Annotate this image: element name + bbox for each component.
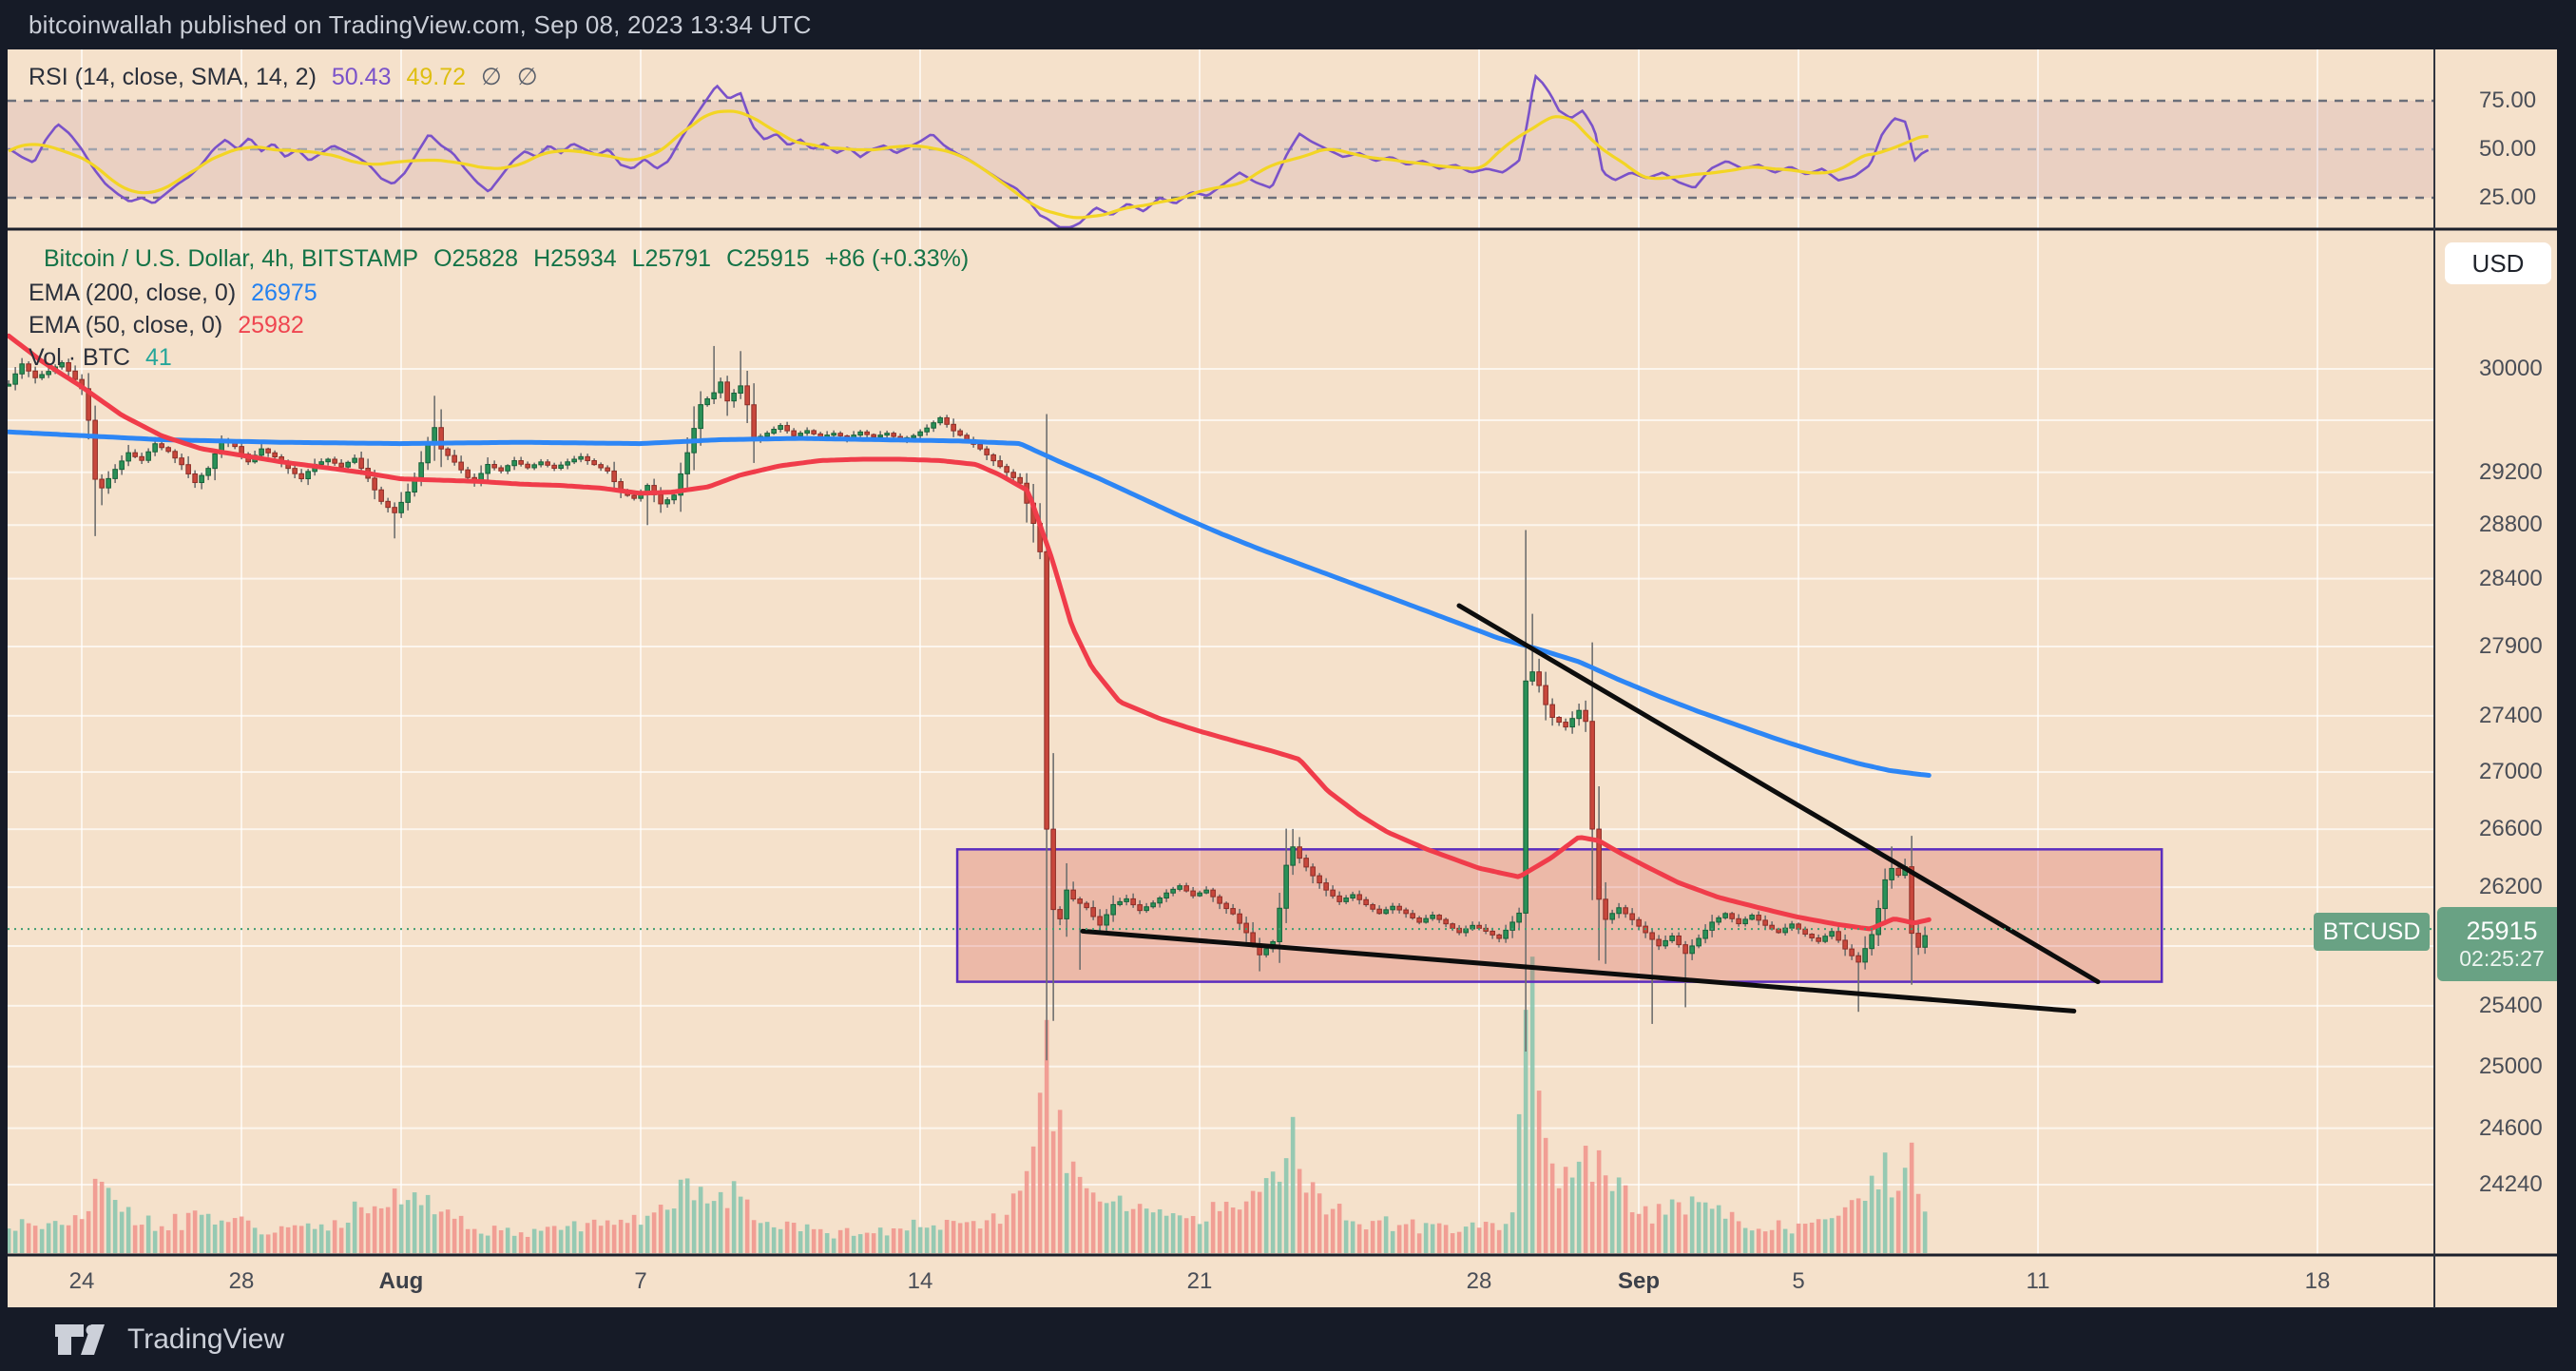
price-tick-label: 29200: [2479, 458, 2543, 485]
time-tick-label: 24: [68, 1268, 95, 1294]
ema200-legend[interactable]: EMA (200, close, 0) 26975: [29, 280, 317, 307]
volume-bars: [8, 956, 1928, 1253]
ohlc-low: L25791: [631, 245, 712, 272]
time-tick-label: 21: [1186, 1268, 1213, 1294]
ema200-value: 26975: [251, 280, 317, 306]
time-tick-label: Sep: [1617, 1268, 1661, 1294]
volume-legend[interactable]: Vol · BTC 41: [29, 344, 172, 372]
price-tick-label: 28400: [2479, 565, 2543, 591]
left-edge: [0, 49, 8, 1308]
time-tick-label: Aug: [378, 1268, 424, 1294]
rsi-tick-label: 75.00: [2479, 87, 2537, 113]
price-tick-label: 28800: [2479, 512, 2543, 538]
rsi-legend[interactable]: RSI (14, close, SMA, 14, 2) 50.43 49.72 …: [29, 63, 538, 91]
ema200-line: [8, 429, 1932, 778]
footer-brand: TradingView: [127, 1323, 285, 1355]
ohlc-open: O25828: [433, 245, 519, 272]
price-tick-label: 25000: [2479, 1052, 2543, 1079]
symbol-price-label: BTCUSD: [2314, 913, 2430, 951]
publish-header: bitcoinwallah published on TradingView.c…: [0, 0, 2576, 49]
price-tick-label: 27900: [2479, 633, 2543, 660]
time-tick-label: 5: [1792, 1268, 1805, 1294]
upper-trendline[interactable]: [1456, 603, 2101, 985]
time-tick-label: 11: [2026, 1268, 2050, 1294]
footer: TradingView: [0, 1308, 2576, 1371]
price-tick-label: 26200: [2479, 874, 2543, 900]
rsi-label: RSI (14, close, SMA, 14, 2): [29, 63, 317, 90]
price-gridlines: [8, 368, 2434, 1186]
time-tick-label: 28: [1466, 1268, 1492, 1294]
publish-header-text: bitcoinwallah published on TradingView.c…: [29, 10, 812, 39]
last-price-tag: 25915 02:25:27: [2437, 907, 2566, 981]
ema50-value: 25982: [238, 312, 304, 338]
time-tick-label: 14: [907, 1268, 933, 1294]
ohlc-change: +86 (+0.33%): [824, 245, 970, 272]
price-tick-label: 24240: [2479, 1171, 2543, 1197]
tradingview-logo-icon: [55, 1324, 105, 1355]
ema50-line: [8, 333, 1932, 932]
vertical-gridlines: [81, 49, 2318, 1255]
price-tick-label: 27000: [2479, 759, 2543, 785]
rsi-value: 50.43: [331, 63, 392, 90]
lower-trendline[interactable]: [1080, 928, 2077, 1014]
time-tick-label: 28: [228, 1268, 255, 1294]
price-tick-label: 30000: [2479, 356, 2543, 381]
rsi-tick-label: 25.00: [2479, 184, 2537, 210]
right-edge: [2557, 49, 2576, 1308]
time-tick-label: 18: [2304, 1268, 2331, 1294]
ema50-legend[interactable]: EMA (50, close, 0) 25982: [29, 312, 304, 339]
last-price: 25915: [2466, 917, 2538, 946]
ohlc-high: H25934: [533, 245, 617, 272]
supply-zone-box[interactable]: [955, 848, 2163, 983]
volume-value: 41: [144, 344, 172, 371]
bar-countdown: 02:25:27: [2459, 946, 2545, 972]
price-tick-label: 25400: [2479, 992, 2543, 1018]
rsi-sma-value: 49.72: [406, 63, 467, 90]
rsi-tick-label: 50.00: [2479, 136, 2537, 162]
null-value-icon: ∅: [516, 64, 538, 90]
time-tick-label: 7: [634, 1268, 647, 1294]
ohlc-close: C25915: [726, 245, 810, 272]
symbol-title: Bitcoin / U.S. Dollar, 4h, BITSTAMP: [44, 245, 419, 272]
ema50-label: EMA (50, close, 0): [29, 312, 223, 338]
null-value-icon: ∅: [481, 64, 502, 90]
ema200-label: EMA (200, close, 0): [29, 280, 237, 306]
price-tick-label: 24600: [2479, 1114, 2543, 1141]
rsi-sma-line: [8, 109, 1929, 220]
symbol-title-row[interactable]: Bitcoin / U.S. Dollar, 4h, BITSTAMP O258…: [29, 245, 969, 273]
price-tick-label: 27400: [2479, 702, 2543, 728]
volume-label: Vol · BTC: [29, 344, 130, 371]
price-tick-label: 26600: [2479, 816, 2543, 842]
currency-toggle-button[interactable]: USD: [2445, 242, 2551, 284]
